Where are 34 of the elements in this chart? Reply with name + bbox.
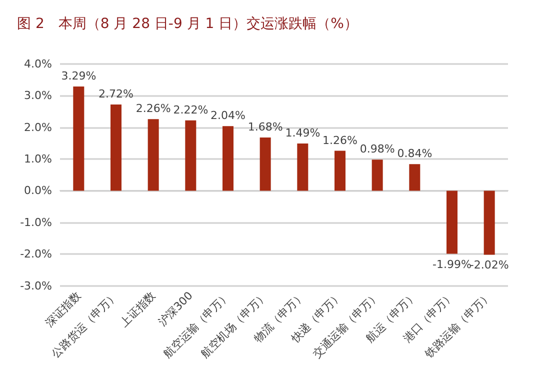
bar (185, 120, 196, 191)
data-label: 1.68% (248, 120, 283, 134)
bar (297, 144, 308, 191)
y-tick-label: -2.0% (20, 248, 52, 261)
bar (334, 150, 346, 191)
chart-title: 图 2 本周（8 月 28 日-9 月 1 日）交运涨跌幅（%） (17, 16, 358, 32)
data-label: 2.04% (210, 109, 246, 122)
data-label: 1.49% (285, 126, 320, 140)
y-tick-label: 3.0% (24, 89, 52, 102)
y-tick-label: 1.0% (24, 152, 52, 166)
bar (484, 190, 495, 255)
bar (409, 164, 420, 191)
bar (110, 104, 122, 191)
bar (260, 138, 271, 191)
data-label: 0.98% (360, 142, 395, 156)
data-label: 2.26% (136, 102, 171, 116)
y-tick-label: 2.0% (24, 120, 52, 134)
data-label: -1.99% (432, 258, 472, 271)
data-label: 0.84% (397, 147, 432, 160)
x-tick-label: 上证指数 (118, 289, 158, 330)
bar (148, 119, 159, 191)
bar (446, 190, 458, 254)
bar (222, 126, 234, 191)
y-tick-label: 4.0% (24, 58, 52, 70)
data-label: 3.29% (61, 69, 96, 82)
y-tick-label: -1.0% (20, 216, 52, 229)
data-label: 2.72% (98, 88, 134, 101)
y-tick-label: 0.0% (24, 184, 52, 198)
bar (73, 86, 84, 191)
data-label: 1.26% (322, 134, 358, 147)
data-label: 2.22% (173, 103, 208, 116)
y-tick-label: -3.0% (20, 279, 52, 292)
bar (372, 160, 383, 191)
data-label: -2.02% (470, 258, 509, 272)
